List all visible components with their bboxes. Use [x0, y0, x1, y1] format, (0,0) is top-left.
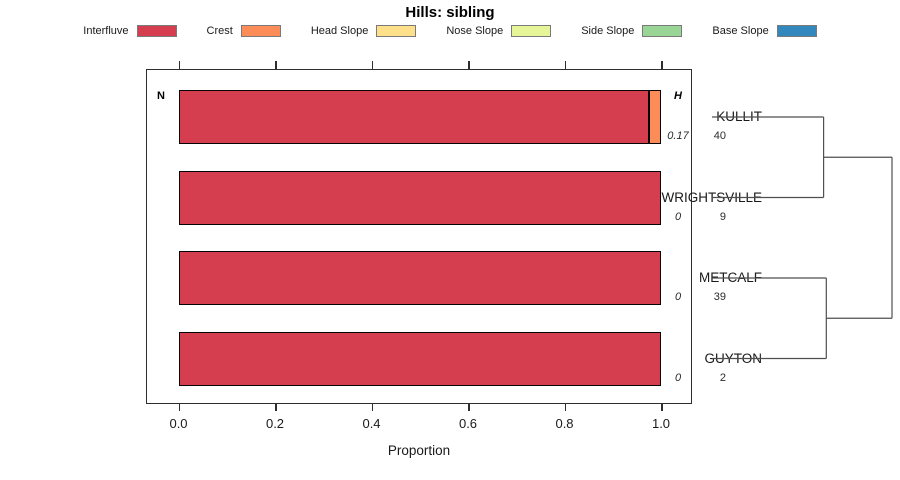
- x-tick-bottom: [661, 404, 663, 411]
- legend-label: Side Slope: [581, 25, 635, 37]
- x-tick-label: 0.4: [362, 416, 381, 431]
- h-value: 0: [674, 371, 682, 384]
- row-label: GUYTON: [704, 350, 762, 366]
- legend-label: Head Slope: [310, 25, 369, 37]
- x-tick-top: [371, 61, 373, 69]
- legend-item: Crest: [207, 25, 281, 37]
- x-tick-label: 0.8: [555, 416, 574, 431]
- row-label: KULLIT: [716, 109, 762, 124]
- x-tick-bottom: [178, 404, 180, 411]
- plot-box: [146, 69, 692, 404]
- h-value: 0: [674, 291, 682, 303]
- legend-label: Nose Slope: [446, 25, 504, 37]
- row-label: WRIGHTSVILLE: [661, 189, 762, 205]
- x-tick-top: [564, 61, 566, 69]
- bar-segment-interfluve: [178, 331, 661, 386]
- n-value: 39: [713, 291, 726, 303]
- legend-swatch: [136, 25, 177, 37]
- x-axis-title: Proportion: [387, 443, 451, 458]
- legend-swatch: [376, 25, 417, 37]
- h-value: 0.17: [667, 130, 689, 142]
- chart-title: Hills: sibling: [405, 4, 495, 21]
- x-tick-bottom: [371, 404, 373, 411]
- bar-segment-interfluve: [178, 170, 661, 225]
- legend-swatch: [776, 25, 817, 37]
- legend-label: Interfluve: [83, 25, 129, 37]
- bar-segment-interfluve: [178, 251, 661, 305]
- bar-segment-crest: [648, 90, 661, 144]
- legend-swatch: [240, 25, 281, 37]
- row-label: METCALF: [698, 270, 762, 285]
- legend-swatch: [642, 25, 683, 37]
- x-tick-top: [468, 61, 470, 69]
- x-tick-bottom: [564, 404, 566, 411]
- legend-item: Base Slope: [712, 25, 817, 37]
- x-tick-label: 0.6: [458, 416, 478, 431]
- legend: Interfluve Crest Head Slope Nose Slope Side …: [0, 25, 900, 37]
- x-tick-label: 0.0: [169, 416, 188, 431]
- x-tick-top: [661, 61, 663, 69]
- h-value: 0: [674, 210, 682, 223]
- x-tick-label: 1.0: [651, 416, 671, 431]
- bar-segment-interfluve: [178, 90, 649, 144]
- x-tick-bottom: [275, 404, 277, 411]
- legend-swatch: [511, 25, 552, 37]
- n-value: 2: [719, 371, 726, 384]
- legend-item: Head Slope: [311, 25, 417, 37]
- x-tick-top: [275, 61, 277, 69]
- legend-item: Interfluve: [83, 25, 177, 37]
- legend-item: Nose Slope: [446, 25, 552, 37]
- x-tick-label: 0.2: [265, 416, 285, 431]
- x-tick-bottom: [468, 404, 470, 411]
- n-value: 40: [713, 130, 726, 142]
- x-tick-top: [178, 61, 180, 69]
- n-value: 9: [719, 210, 726, 223]
- legend-item: Side Slope: [581, 25, 683, 37]
- n-column-header: N: [157, 90, 165, 102]
- h-column-header: H: [674, 90, 682, 102]
- legend-label: Crest: [206, 25, 233, 37]
- legend-label: Base Slope: [712, 25, 769, 37]
